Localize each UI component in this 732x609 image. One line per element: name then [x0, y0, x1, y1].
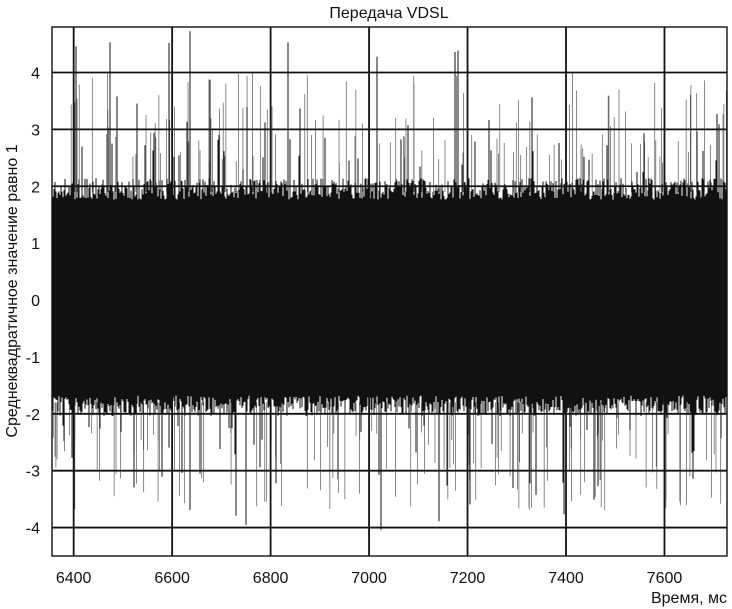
x-tick-label: 7400 [548, 570, 584, 587]
vdsl-signal-spikes [52, 72, 727, 511]
x-tick-label: 6800 [253, 570, 289, 587]
x-tick-label: 7600 [647, 570, 683, 587]
x-tick-label: 7200 [450, 570, 486, 587]
y-tick-label: -2 [26, 407, 40, 424]
x-tick-label: 6400 [56, 570, 92, 587]
signal-trace [51, 31, 728, 530]
y-tick-label: 1 [31, 236, 40, 253]
y-tick-label: -3 [26, 464, 40, 481]
vdsl-signal-line [51, 31, 728, 530]
chart-title: Передача VDSL [329, 5, 448, 22]
y-tick-label: 2 [31, 179, 40, 196]
x-axis-ticks: 6400 6600 6800 7000 7200 7400 7600 [56, 570, 683, 587]
y-axis-label: Среднеквадратичное значение равно 1 [4, 144, 21, 437]
x-axis-label: Время, мс [651, 590, 727, 607]
y-tick-label: 0 [31, 293, 40, 310]
y-tick-label: 4 [31, 66, 40, 83]
x-tick-label: 6600 [154, 570, 190, 587]
x-tick-label: 7000 [351, 570, 387, 587]
y-tick-label: -4 [26, 521, 40, 538]
y-axis-ticks: -4 -3 -2 -1 0 1 2 3 4 [26, 66, 40, 538]
y-tick-label: -1 [26, 350, 40, 367]
y-tick-label: 3 [31, 122, 40, 139]
